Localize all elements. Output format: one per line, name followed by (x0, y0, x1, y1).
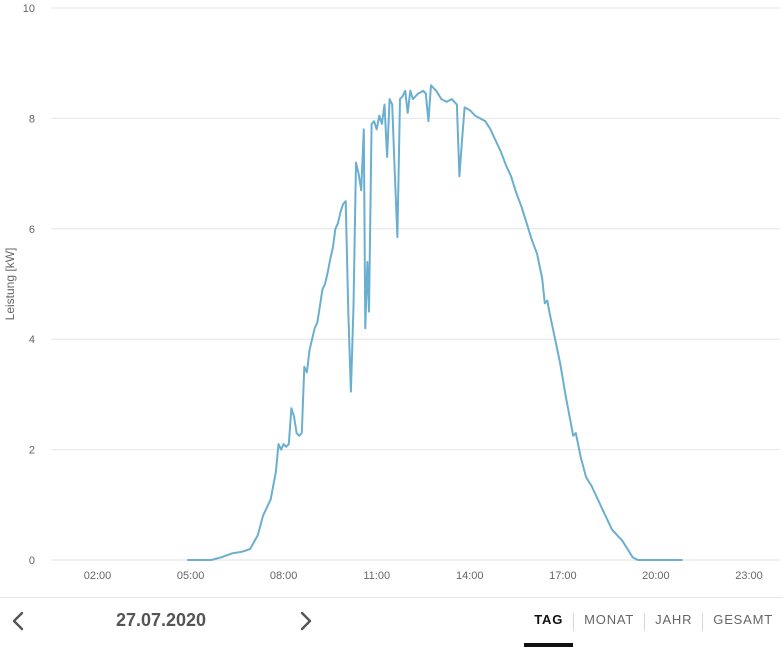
x-tick-label: 02:00 (84, 570, 112, 582)
power-chart-svg: 0 2 4 6 8 10 02:00 05:00 08:00 11:00 14:00 17:00 20:… (3, 3, 780, 582)
x-tick-label: 11:00 (363, 570, 390, 582)
power-series-line (187, 84, 683, 561)
tab-gesamt[interactable]: GESAMT (713, 612, 773, 627)
current-date[interactable]: 27.07.2020 (115, 610, 207, 630)
chevron-right-icon (300, 611, 312, 631)
y-tick-label: 2 (29, 445, 35, 457)
tab-divider (702, 613, 704, 631)
y-axis-label: Leistung [kW] (3, 248, 17, 321)
period-tabs: TAG MONAT JAHR GESAMT (524, 598, 783, 647)
x-tick-label: 23:00 (735, 570, 763, 582)
power-chart: 0 2 4 6 8 10 02:00 05:00 08:00 11:00 14:00 17:00 20:… (3, 3, 780, 582)
y-tick-label: 6 (29, 224, 35, 236)
y-tick-label: 10 (23, 3, 35, 15)
previous-day-button[interactable] (3, 606, 33, 636)
tab-jahr[interactable]: JAHR (655, 612, 693, 627)
x-tick-label: 20:00 (642, 570, 670, 582)
date-navigation-bar: 27.07.2020 TAG MONAT JAHR GESAMT (0, 597, 783, 647)
y-tick-label: 8 (29, 113, 35, 125)
tab-divider (644, 613, 646, 631)
x-tick-label: 14:00 (456, 570, 484, 582)
chevron-left-icon (12, 611, 24, 631)
x-tick-label: 05:00 (177, 570, 205, 582)
y-tick-label: 4 (29, 334, 35, 346)
y-tick-label: 0 (29, 555, 35, 567)
tab-monat[interactable]: MONAT (584, 612, 635, 627)
x-tick-label: 17:00 (549, 570, 577, 582)
x-tick-label: 08:00 (270, 570, 298, 582)
tab-divider (573, 613, 575, 631)
tab-tag[interactable]: TAG (524, 598, 574, 647)
next-day-button[interactable] (291, 606, 321, 636)
